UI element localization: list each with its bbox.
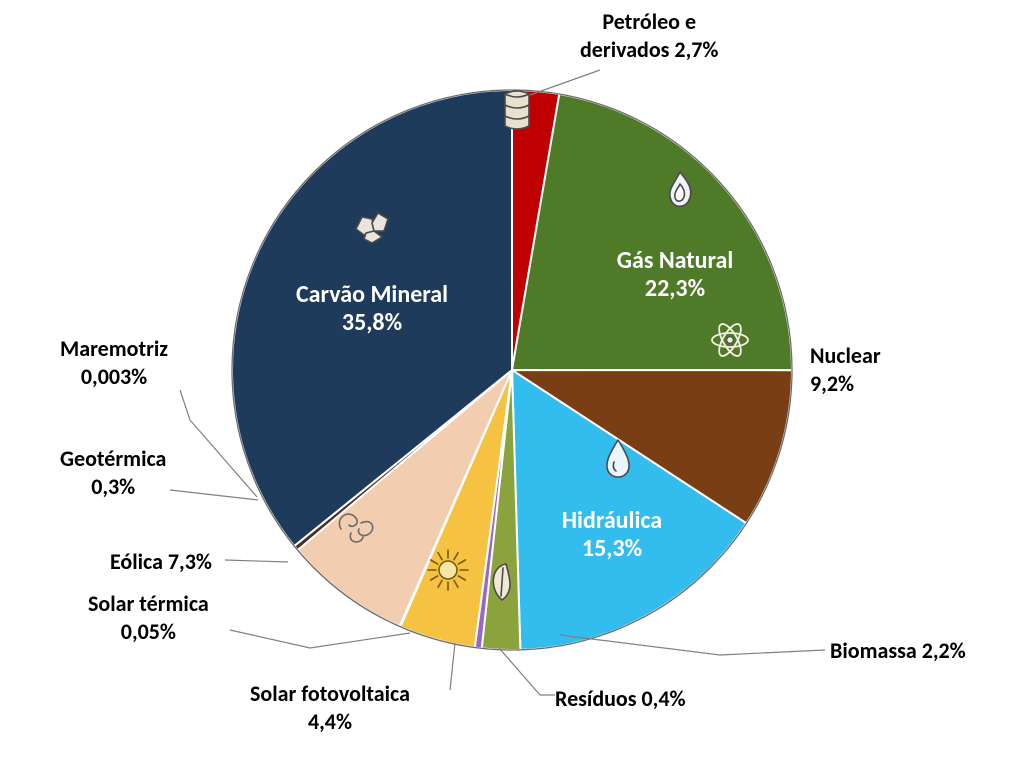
svg-text:Hidráulica: Hidráulica bbox=[562, 506, 662, 535]
label-residuos: Resíduos 0,4% bbox=[555, 685, 686, 713]
label-mare: Maremotriz0,003% bbox=[60, 335, 168, 390]
leader-geo bbox=[170, 490, 258, 500]
label-eolica: Eólica 7,3% bbox=[110, 548, 212, 576]
leader-biomassa bbox=[560, 635, 825, 655]
svg-text:Carvão Mineral: Carvão Mineral bbox=[296, 280, 448, 309]
label-geo: Geotérmica0,3% bbox=[60, 445, 166, 500]
svg-text:35,8%: 35,8% bbox=[342, 308, 402, 337]
leader-residuos bbox=[499, 648, 555, 695]
leader-solarfv bbox=[450, 643, 455, 690]
energy-pie-chart: Gás Natural22,3% Hidráulica15,3% Carvão Mi… bbox=[0, 0, 1024, 764]
label-biomassa: Biomassa 2,2% bbox=[830, 637, 966, 665]
svg-text:15,3%: 15,3% bbox=[582, 534, 642, 563]
leader-petroleo bbox=[530, 70, 600, 95]
label-solart: Solar térmica0,05% bbox=[88, 590, 209, 645]
label-petroleo: Petróleo ederivados 2,7% bbox=[580, 8, 718, 63]
barrel-icon bbox=[505, 91, 529, 129]
svg-text:Gás Natural: Gás Natural bbox=[617, 246, 734, 275]
leader-eolica bbox=[225, 560, 288, 562]
svg-text:22,3%: 22,3% bbox=[645, 274, 705, 303]
label-nuclear: Nuclear9,2% bbox=[810, 342, 881, 397]
leader-solart bbox=[230, 630, 410, 648]
pie-slice-g-s-natural bbox=[512, 94, 792, 370]
label-solarfv: Solar fotovoltaica4,4% bbox=[250, 680, 410, 735]
